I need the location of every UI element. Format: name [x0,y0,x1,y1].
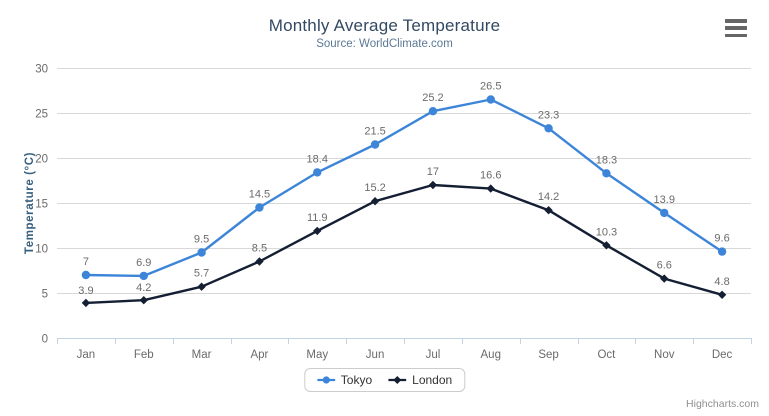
x-tick-label: Oct [597,349,616,361]
data-point-marker[interactable] [370,197,380,206]
y-tick-label: 30 [35,64,48,76]
x-tick-label: May [306,349,328,361]
data-label: 4.8 [714,276,729,288]
data-point-marker[interactable] [717,247,727,256]
legend-symbol-diamond-icon [388,376,407,384]
data-label: 17 [427,166,439,178]
data-label: 3.9 [78,285,93,297]
data-label: 23.3 [538,109,559,121]
data-label: 15.2 [364,182,385,194]
highcharts-credit: Highcharts.com [686,398,759,410]
grid-lines [57,68,751,294]
series-line-london [84,183,724,305]
data-label: 13.9 [654,194,675,206]
data-label: 4.2 [136,282,151,294]
data-label: 11.9 [307,212,328,224]
x-tick-label: Nov [654,349,675,361]
data-label: 8.5 [252,243,267,255]
x-tick-label: Aug [481,349,501,361]
data-point-marker[interactable] [313,226,322,236]
data-point-marker[interactable] [255,257,264,266]
legend-item-london[interactable]: London [388,373,452,387]
hamburger-bar-3 [725,33,747,37]
legend-item-tokyo[interactable]: Tokyo [316,373,373,387]
data-label: 6.9 [136,257,151,269]
y-tick-label: 0 [42,334,48,346]
x-tick-label: Jun [366,349,385,361]
chart-subtitle: Source: WorldClimate.com [316,38,453,50]
data-label: 7 [83,256,89,268]
data-point-marker[interactable] [139,271,148,281]
data-point-marker[interactable] [544,124,553,133]
y-tick-label: 10 [35,244,48,256]
data-label: 6.6 [657,260,672,272]
data-point-marker[interactable] [486,184,495,193]
y-axis-title-group: Temperature (°C) [24,152,36,254]
data-label: 25.2 [422,92,443,104]
hamburger-bar-2 [725,26,747,30]
data-label: 21.5 [364,126,385,138]
data-label: 14.5 [249,189,270,201]
y-tick-label: 15 [35,199,48,211]
context-menu-icon[interactable] [725,19,747,37]
data-point-marker[interactable] [544,206,553,215]
data-point-marker[interactable] [139,296,148,305]
series-markers [81,95,727,308]
y-axis-ticks: 0 5 10 15 20 25 30 [35,64,48,346]
legend-label: Tokyo [340,373,373,387]
x-tick-label: Dec [712,349,733,361]
y-axis-title: Temperature (°C) [24,152,36,254]
chart-legend: Tokyo London [303,368,466,392]
chart-title: Monthly Average Temperature [268,16,501,35]
y-tick-label: 5 [42,289,48,301]
data-point-marker[interactable] [81,270,91,280]
data-point-marker[interactable] [717,290,727,299]
data-label: 14.2 [538,191,559,203]
hamburger-bar-1 [725,19,747,23]
data-label: 5.7 [194,268,209,280]
data-point-marker[interactable] [602,169,611,178]
data-point-marker[interactable] [370,140,380,149]
data-label: 10.3 [596,226,617,238]
legend-label: London [412,373,453,387]
data-label: 16.6 [480,170,501,182]
series-lines [84,98,724,305]
data-point-marker[interactable] [486,95,495,104]
data-point-marker[interactable] [428,180,438,190]
data-point-marker[interactable] [313,168,322,177]
x-tick-label: Apr [250,349,268,361]
data-label: 26.5 [480,81,501,93]
series-line-tokyo [84,98,724,278]
x-tick-label: Feb [134,349,154,361]
data-point-marker[interactable] [660,274,669,283]
data-point-marker[interactable] [428,107,438,116]
data-label: 9.6 [714,233,729,245]
y-tick-label: 25 [35,109,48,121]
data-point-marker[interactable] [197,248,206,257]
data-point-marker[interactable] [660,208,669,218]
data-point-marker[interactable] [255,203,264,212]
legend-symbol-circle-icon [316,376,335,384]
x-tick-label: Sep [538,349,558,361]
y-tick-label: 20 [35,154,48,166]
data-label: 9.5 [194,234,209,246]
x-tick-label: Mar [192,349,212,361]
data-point-marker[interactable] [602,241,611,250]
data-labels: 7 6.9 9.5 14.5 18.4 21.5 25.2 26.5 23.3 18.3 13.9 9… [78,81,729,297]
x-axis: Jan Feb Mar Apr May Jun Jul Aug Sep Oct Nov Dec [57,338,752,361]
data-label: 18.4 [307,153,328,165]
data-point-marker[interactable] [81,298,91,308]
data-label: 18.3 [596,154,617,166]
x-tick-label: Jan [77,349,96,361]
x-tick-label: Jul [426,349,441,361]
data-point-marker[interactable] [197,282,206,291]
